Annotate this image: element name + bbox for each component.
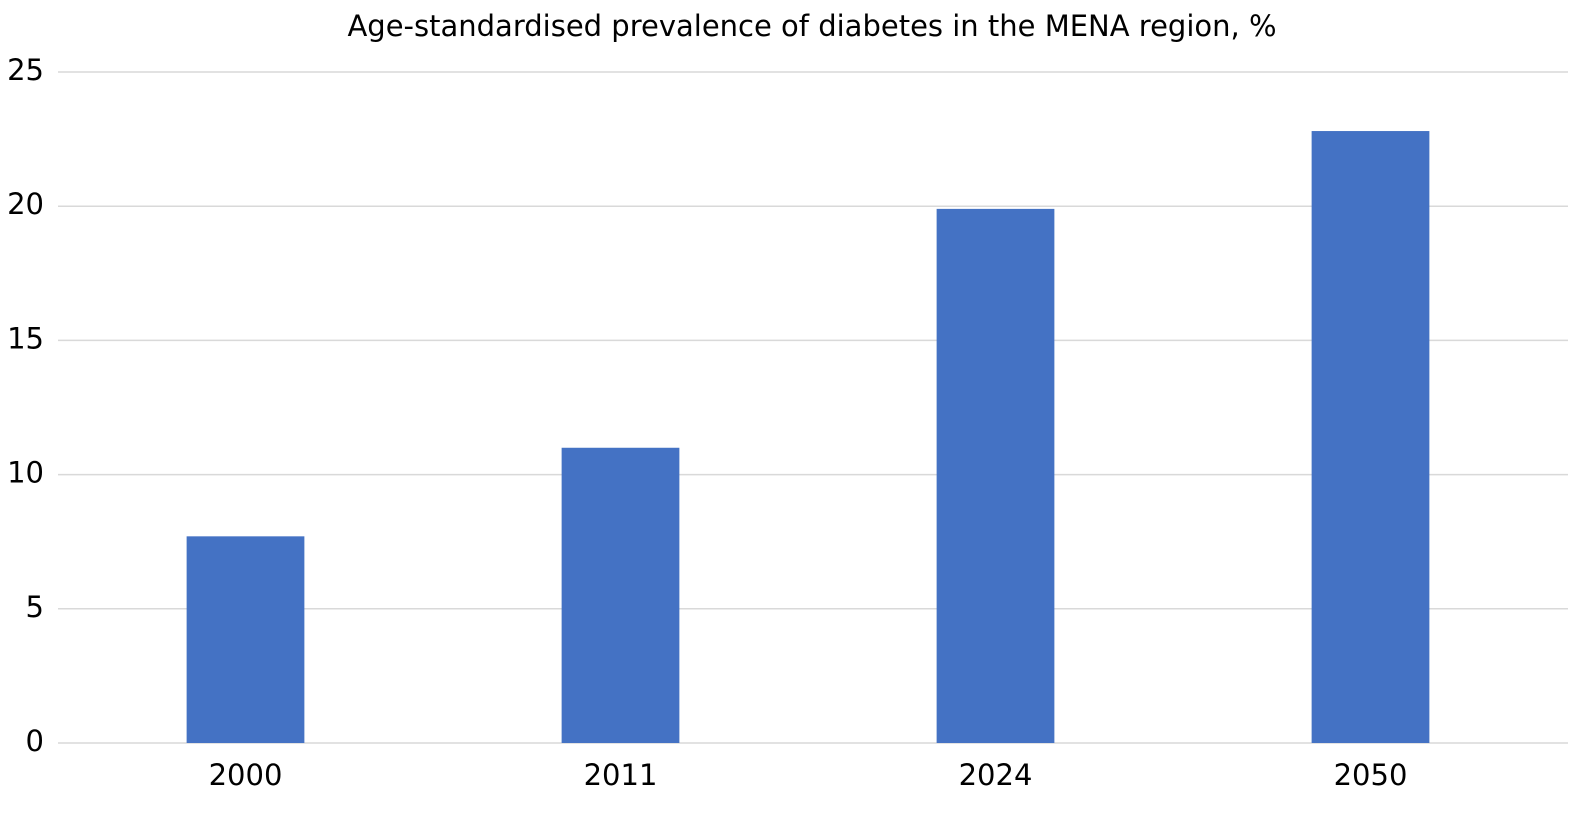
bar bbox=[561, 447, 680, 743]
bar bbox=[936, 208, 1055, 743]
y-tick-label: 5 bbox=[26, 590, 44, 624]
y-tick-label: 15 bbox=[7, 321, 44, 355]
y-tick-label: 20 bbox=[7, 187, 44, 221]
y-tick-label: 10 bbox=[7, 456, 44, 490]
x-tick-label: 2050 bbox=[1334, 758, 1408, 792]
bar bbox=[1311, 131, 1430, 744]
y-tick-label: 25 bbox=[7, 53, 44, 87]
chart-title: Age-standardised prevalence of diabetes … bbox=[347, 9, 1276, 43]
x-tick-label: 2000 bbox=[209, 758, 283, 792]
bar bbox=[186, 536, 305, 743]
x-tick-label: 2024 bbox=[959, 758, 1033, 792]
x-tick-label: 2011 bbox=[584, 758, 658, 792]
y-tick-label: 0 bbox=[26, 724, 44, 758]
